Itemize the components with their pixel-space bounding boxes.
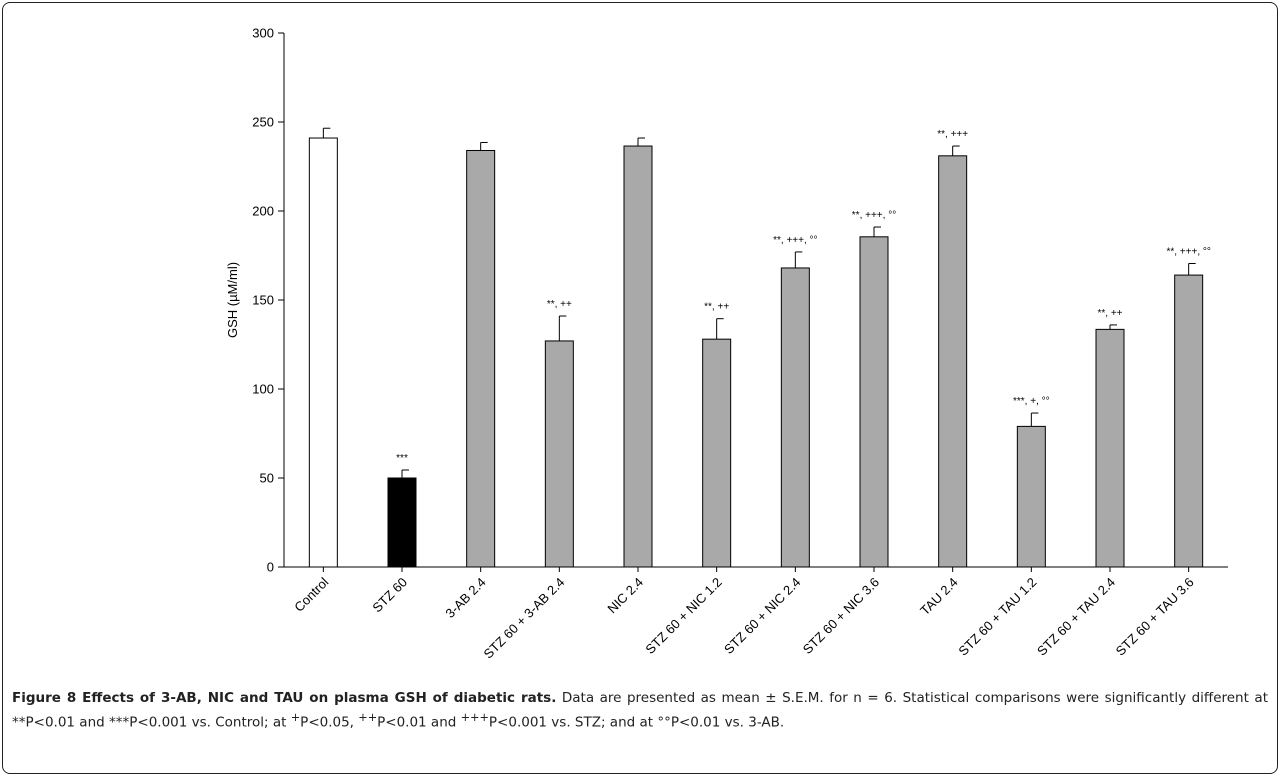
category-label: STZ 60 + TAU 1.2 [955, 575, 1039, 659]
significance-label: ***, +, °° [1013, 396, 1050, 407]
y-tick-label: 300 [252, 26, 274, 41]
bar-chart: 0 50 100 150 200 250 300 GSH (µM/ml) Control ***… [225, 26, 1228, 662]
category-label: STZ 60 + NIC 3.6 [800, 575, 882, 657]
bar [466, 149, 496, 568]
bar [702, 338, 732, 568]
bar [938, 155, 968, 568]
caption-text-1: Data are presented as mean ± S.E.M. for … [12, 690, 1268, 731]
y-axis-label: GSH (µM/ml) [225, 262, 240, 338]
bar [1174, 274, 1204, 568]
bar [623, 145, 653, 568]
category-label: Control [291, 574, 331, 614]
y-tick-label: 100 [252, 382, 274, 397]
significance-label: **, +++ [937, 129, 968, 140]
category-label: 3-AB 2.4 [442, 575, 488, 621]
caption-sup-2: ++ [358, 711, 378, 724]
significance-label: **, ++ [547, 299, 572, 310]
bar [1016, 425, 1046, 568]
y-tick-label: 50 [260, 471, 274, 486]
significance-label: **, +++, °° [773, 235, 817, 246]
category-label: TAU 2.4 [917, 575, 961, 619]
bar [859, 236, 889, 568]
significance-label: **, ++ [704, 302, 729, 313]
significance-label: **, ++ [1097, 308, 1122, 319]
significance-label: **, +++, °° [852, 210, 896, 221]
caption-text-4: P<0.001 vs. STZ; and at °°P<0.01 vs. 3-A… [488, 714, 785, 731]
category-label: STZ 60 + NIC 2.4 [721, 575, 803, 657]
category-label: STZ 60 + NIC 1.2 [642, 575, 724, 657]
significance-label: **, +++, °° [1166, 247, 1210, 258]
bar [780, 267, 810, 568]
y-tick-label: 0 [267, 560, 274, 575]
y-tick-label: 150 [252, 293, 274, 308]
category-label: STZ 60 + 3-AB 2.4 [480, 575, 567, 662]
caption-text-2: P<0.05, [300, 714, 359, 731]
category-label: STZ 60 + TAU 2.4 [1034, 575, 1118, 659]
caption-title: Figure 8 Effects of 3-AB, NIC and TAU on… [12, 690, 557, 706]
category-label: NIC 2.4 [604, 575, 646, 617]
caption-text-3: P<0.01 and [377, 714, 461, 731]
y-tick-label: 200 [252, 204, 274, 219]
bar [544, 340, 574, 568]
bar [387, 477, 417, 568]
bar [308, 137, 338, 568]
category-label: STZ 60 + TAU 3.6 [1113, 575, 1197, 659]
y-tick-label: 250 [252, 115, 274, 130]
caption-sup-3: +++ [460, 711, 489, 724]
significance-label: *** [396, 453, 408, 464]
category-label: STZ 60 [369, 575, 410, 616]
figure-caption: Figure 8 Effects of 3-AB, NIC and TAU on… [12, 688, 1268, 733]
bar [1095, 328, 1125, 568]
caption-sup-1: + [290, 711, 301, 724]
